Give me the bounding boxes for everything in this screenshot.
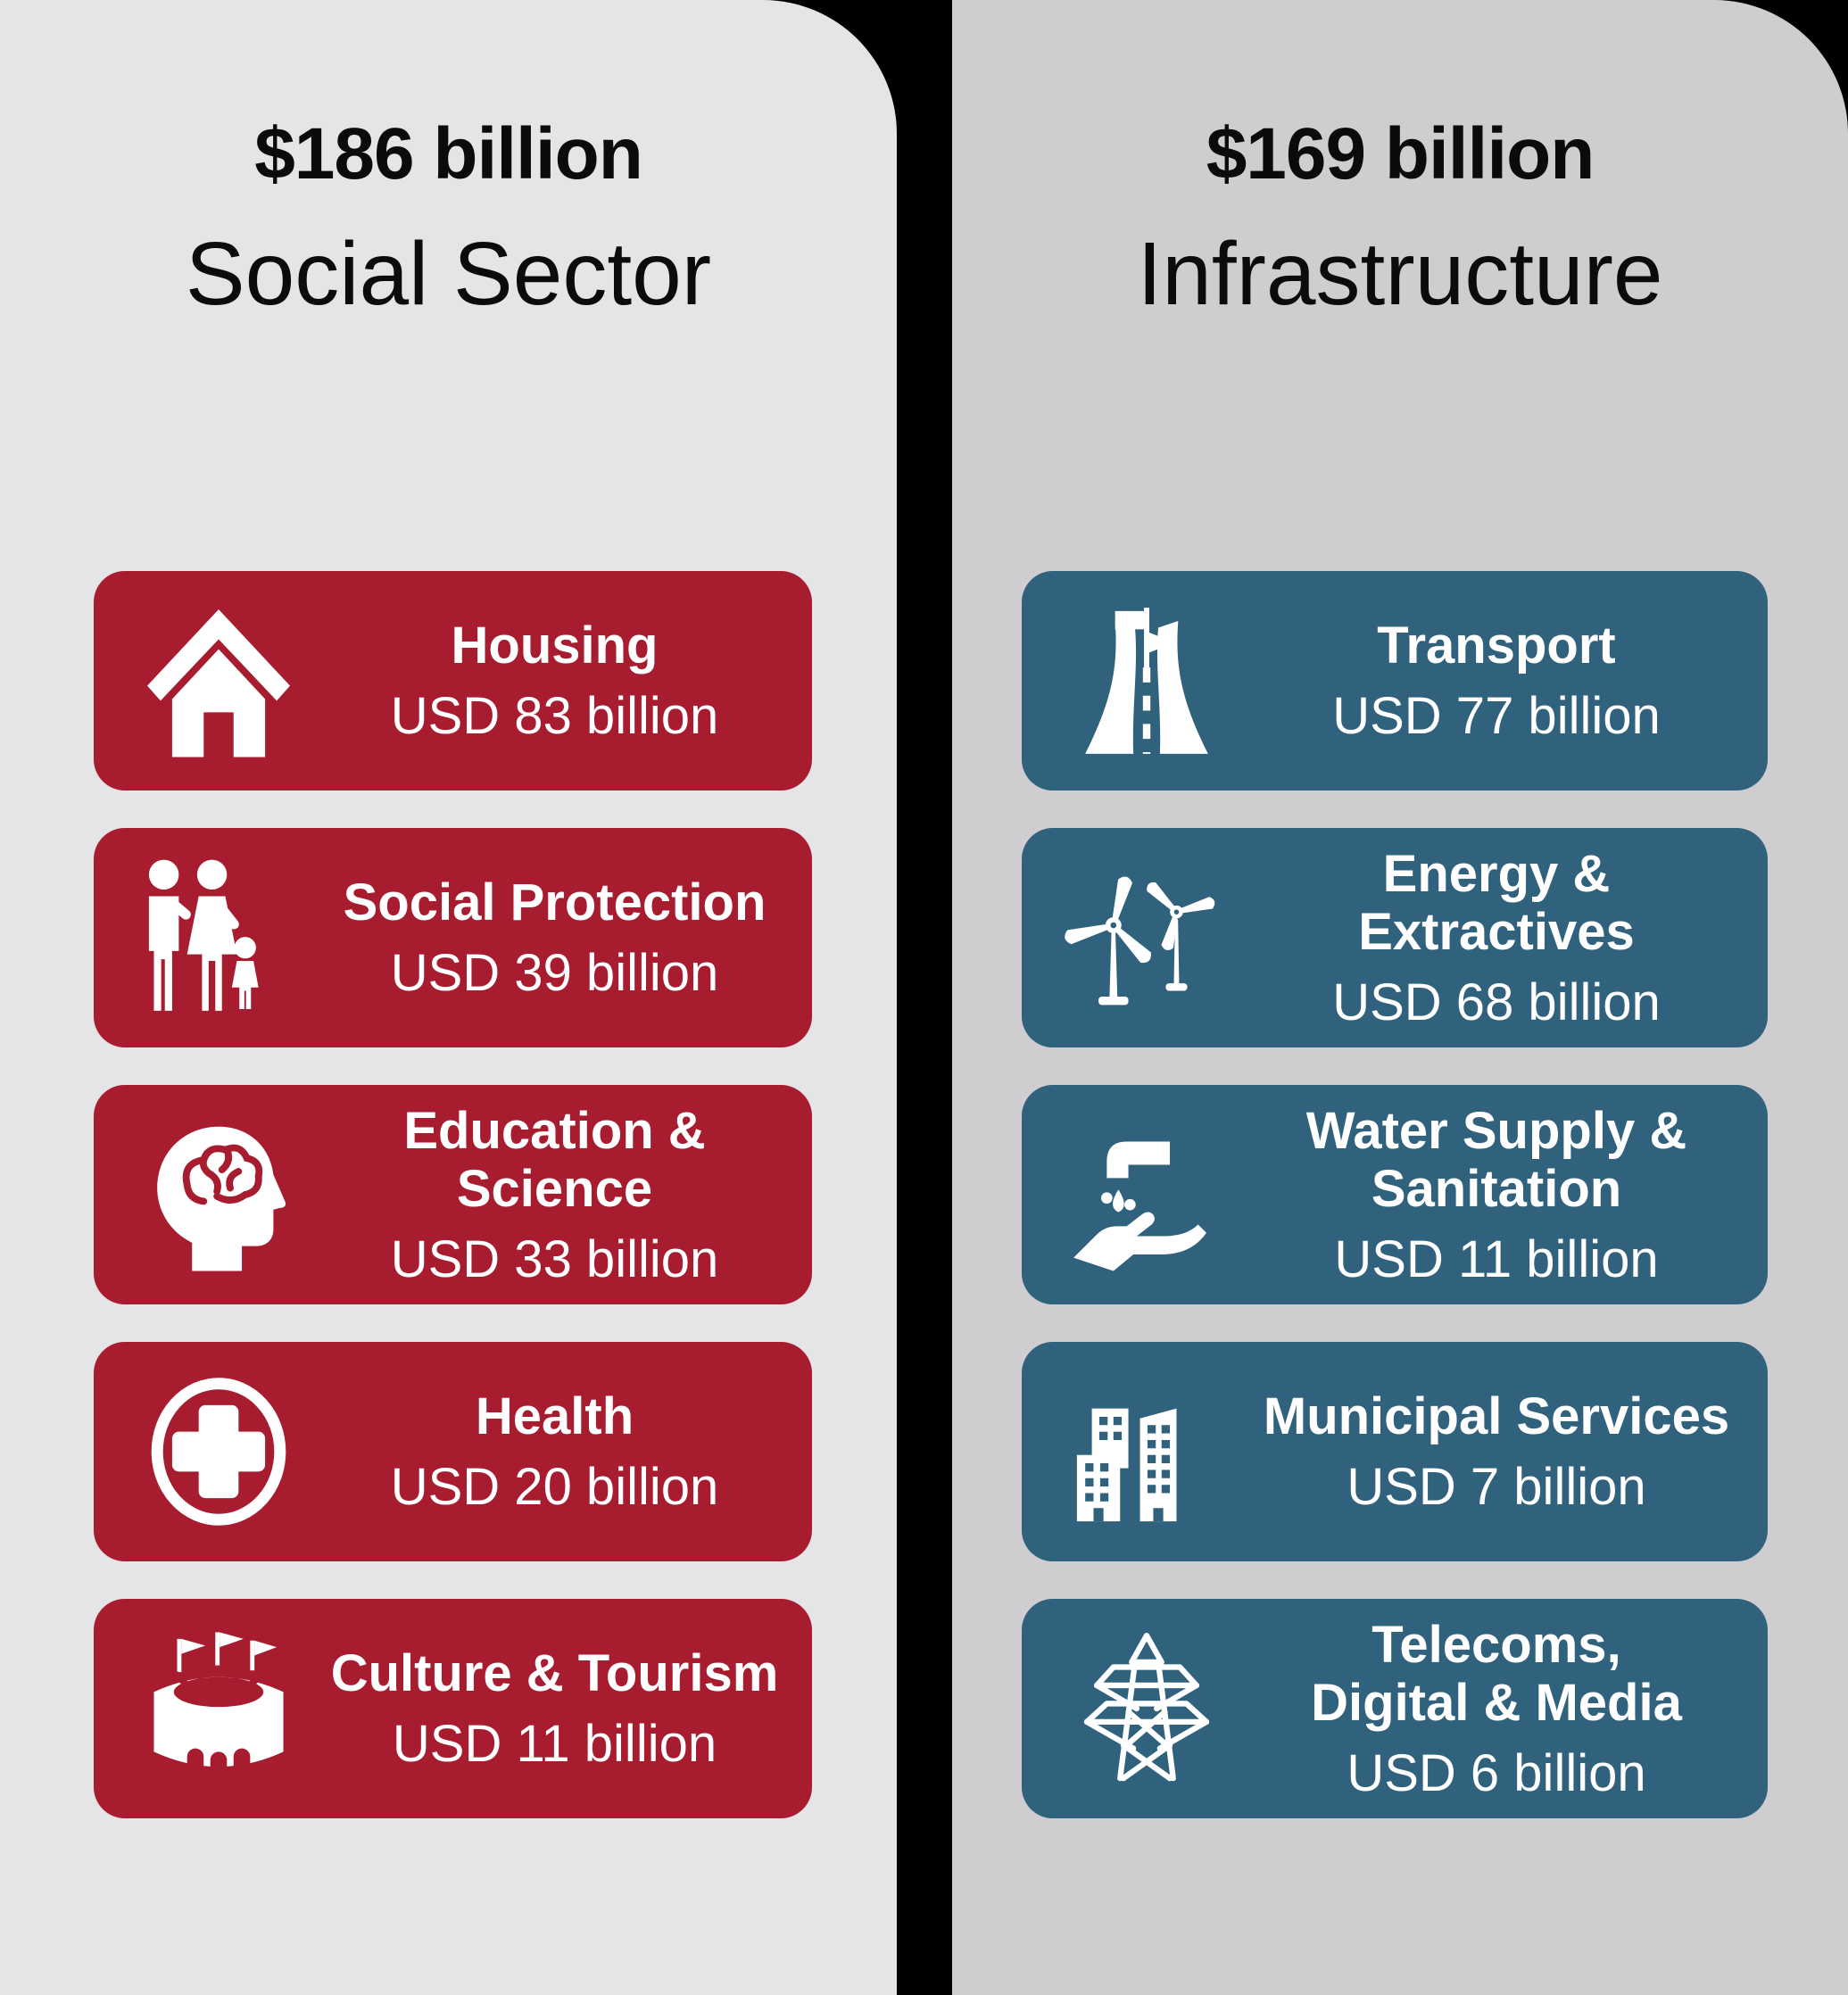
power-tower-icon bbox=[1083, 1632, 1210, 1782]
infrastructure-header: $169 billion Infrastructure bbox=[952, 0, 1848, 326]
card-text: Education & Science USD 33 billion bbox=[320, 1101, 789, 1288]
card-icon-box bbox=[117, 1626, 320, 1792]
card-icon-box bbox=[117, 1112, 320, 1278]
card-icon-box bbox=[117, 855, 320, 1021]
card-title: Culture & Tourism bbox=[330, 1644, 779, 1703]
social-sector-panel: $186 billion Social Sector Housing USD 8… bbox=[0, 0, 897, 1995]
wind-turbines-icon bbox=[1065, 876, 1215, 1006]
card-title: Municipal Services bbox=[1263, 1387, 1730, 1446]
card-text: Health USD 20 billion bbox=[320, 1387, 789, 1517]
card-text: Municipal Services USD 7 billion bbox=[1248, 1387, 1744, 1517]
infrastructure-panel: $169 billion Infrastructure Transport US… bbox=[952, 0, 1848, 1995]
card-title: Telecoms, Digital & Media bbox=[1311, 1615, 1682, 1732]
card-title: Energy & Extractives bbox=[1358, 844, 1635, 961]
sector-card: Education & Science USD 33 billion bbox=[94, 1085, 812, 1304]
card-icon-box bbox=[117, 1369, 320, 1535]
card-icon-box bbox=[1045, 1112, 1248, 1278]
card-title: Health bbox=[475, 1387, 634, 1446]
card-value: USD 20 billion bbox=[390, 1458, 719, 1517]
social-sector-title: Social Sector bbox=[185, 224, 712, 324]
infrastructure-card-list: Transport USD 77 billion Energy & Extract… bbox=[952, 571, 1848, 1818]
sector-card: Transport USD 77 billion bbox=[1022, 571, 1768, 791]
card-text: Culture & Tourism USD 11 billion bbox=[320, 1644, 789, 1774]
house-icon bbox=[147, 609, 290, 757]
card-value: USD 83 billion bbox=[390, 687, 719, 746]
social-sector-header: $186 billion Social Sector bbox=[0, 0, 897, 326]
card-value: USD 6 billion bbox=[1347, 1743, 1646, 1802]
card-value: USD 39 billion bbox=[390, 944, 719, 1003]
card-value: USD 11 billion bbox=[392, 1715, 717, 1774]
card-value: USD 7 billion bbox=[1347, 1458, 1646, 1517]
card-title: Education & Science bbox=[403, 1101, 706, 1218]
medical-cross-icon bbox=[151, 1378, 286, 1526]
sector-card: Energy & Extractives USD 68 billion bbox=[1022, 828, 1768, 1047]
sector-card: Municipal Services USD 7 billion bbox=[1022, 1342, 1768, 1561]
sector-card: Social Protection USD 39 billion bbox=[94, 828, 812, 1047]
card-text: Transport USD 77 billion bbox=[1248, 617, 1744, 744]
family-icon bbox=[148, 859, 259, 1011]
card-value: USD 33 billion bbox=[390, 1229, 719, 1288]
city-buildings-icon bbox=[1076, 1408, 1177, 1522]
card-icon-box bbox=[117, 598, 320, 764]
card-text: Telecoms, Digital & Media USD 6 billion bbox=[1248, 1615, 1744, 1802]
sector-card: Housing USD 83 billion bbox=[94, 571, 812, 791]
card-title: Transport bbox=[1377, 617, 1616, 675]
card-text: Housing USD 83 billion bbox=[320, 617, 789, 744]
card-title: Housing bbox=[451, 617, 659, 675]
card-icon-box bbox=[1045, 1626, 1248, 1792]
tap-hand-icon bbox=[1073, 1141, 1206, 1271]
card-title: Social Protection bbox=[343, 873, 767, 932]
card-value: USD 11 billion bbox=[1334, 1229, 1659, 1288]
card-text: Water Supply & Sanitation USD 11 billion bbox=[1248, 1101, 1744, 1288]
social-sector-card-list: Housing USD 83 billion Social Protection… bbox=[0, 571, 897, 1818]
sector-card: Culture & Tourism USD 11 billion bbox=[94, 1599, 812, 1818]
road-flag-icon bbox=[1085, 608, 1208, 754]
card-icon-box bbox=[1045, 598, 1248, 764]
card-icon-box bbox=[1045, 855, 1248, 1021]
infrastructure-total: $169 billion bbox=[1206, 113, 1595, 195]
card-icon-box bbox=[1045, 1369, 1248, 1535]
infrastructure-title: Infrastructure bbox=[1137, 224, 1663, 324]
card-title: Water Supply & Sanitation bbox=[1305, 1101, 1687, 1218]
sector-card: Health USD 20 billion bbox=[94, 1342, 812, 1561]
card-text: Social Protection USD 39 billion bbox=[320, 873, 789, 1003]
social-sector-total: $186 billion bbox=[254, 113, 643, 195]
stadium-icon bbox=[153, 1632, 284, 1780]
head-brain-icon bbox=[157, 1126, 286, 1271]
card-value: USD 77 billion bbox=[1332, 687, 1661, 746]
card-text: Energy & Extractives USD 68 billion bbox=[1248, 844, 1744, 1031]
sector-card: Water Supply & Sanitation USD 11 billion bbox=[1022, 1085, 1768, 1304]
sector-card: Telecoms, Digital & Media USD 6 billion bbox=[1022, 1599, 1768, 1818]
card-value: USD 68 billion bbox=[1332, 973, 1661, 1031]
